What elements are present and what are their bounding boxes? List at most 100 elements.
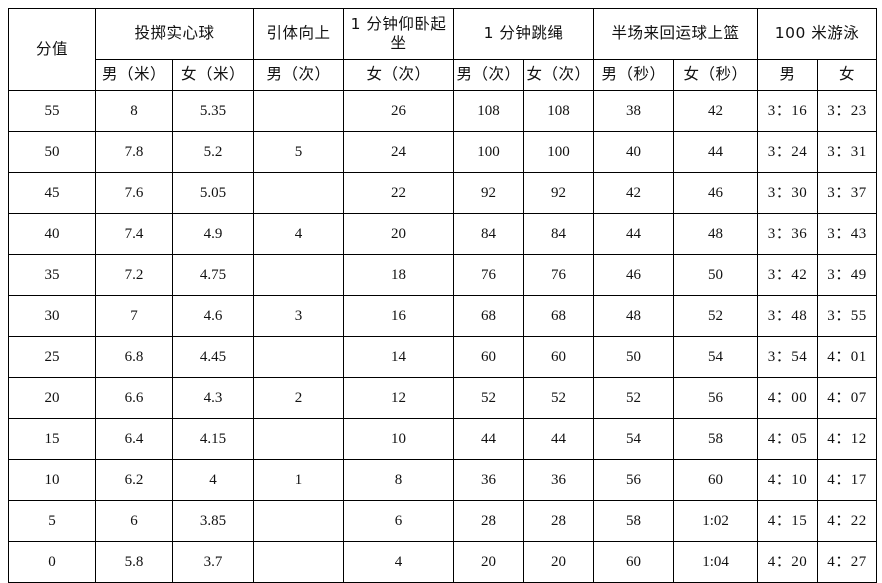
cell-score: 20	[8, 377, 96, 419]
cell-rope-male: 108	[453, 90, 525, 132]
cell-rope-male: 60	[453, 336, 525, 378]
cell-ball-male: 6	[95, 500, 173, 542]
cell-ball-female: 4.3	[171, 377, 255, 419]
cell-swim-male: 4：00	[757, 377, 819, 419]
cell-basketball-female: 46	[673, 172, 759, 214]
cell-rope-male: 92	[453, 172, 525, 214]
subheader-ball-female-meter: 女（米）	[171, 59, 255, 91]
cell-rope-male: 20	[453, 541, 525, 583]
cell-ball-female: 4.6	[171, 295, 255, 337]
cell-ball-female: 4.15	[171, 418, 255, 460]
cell-rope-female: 108	[523, 90, 595, 132]
cell-ball-female: 4.9	[171, 213, 255, 255]
cell-score: 50	[8, 131, 96, 173]
cell-swim-male: 3：16	[757, 90, 819, 132]
cell-ball-female: 4.45	[171, 336, 255, 378]
cell-swim-male: 3：48	[757, 295, 819, 337]
cell-basketball-male: 52	[593, 377, 675, 419]
cell-score: 35	[8, 254, 96, 296]
header-group-row: 分值 投掷实心球 引体向上 1 分钟仰卧起坐 1 分钟跳绳 半场来回运球上篮 1…	[8, 8, 878, 91]
cell-pullup-male: 2	[253, 377, 345, 419]
cell-ball-male: 8	[95, 90, 173, 132]
table-row: 10 6.2 4 1 8 36 36 56 60 4：10 4：17	[8, 459, 878, 501]
cell-basketball-female: 52	[673, 295, 759, 337]
cell-situp-female: 22	[343, 172, 455, 214]
cell-basketball-male: 54	[593, 418, 675, 460]
cell-swim-female: 4：27	[817, 541, 878, 583]
cell-ball-male: 7.6	[95, 172, 173, 214]
cell-basketball-male: 42	[593, 172, 675, 214]
cell-basketball-female: 1:02	[673, 500, 759, 542]
cell-ball-male: 6.6	[95, 377, 173, 419]
cell-basketball-female: 42	[673, 90, 759, 132]
cell-basketball-male: 40	[593, 131, 675, 173]
cell-pullup-male	[253, 500, 345, 542]
cell-situp-female: 18	[343, 254, 455, 296]
cell-swim-female: 4：01	[817, 336, 878, 378]
cell-swim-male: 4：05	[757, 418, 819, 460]
table-header: 分值 投掷实心球 引体向上 1 分钟仰卧起坐 1 分钟跳绳 半场来回运球上篮 1…	[8, 8, 878, 91]
subheader-situp-female-times: 女（次）	[343, 59, 455, 91]
cell-rope-male: 36	[453, 459, 525, 501]
cell-rope-male: 28	[453, 500, 525, 542]
header-solid-ball-throw: 投掷实心球	[94, 8, 255, 60]
subheader-pullup-male-times: 男（次）	[253, 59, 345, 91]
cell-swim-female: 3：23	[817, 90, 878, 132]
cell-pullup-male	[253, 336, 345, 378]
subheader-swim-male: 男	[757, 59, 819, 91]
cell-situp-female: 10	[343, 418, 455, 460]
cell-basketball-female: 50	[673, 254, 759, 296]
table-row: 5 6 3.85 6 28 28 58 1:02 4：15 4：22	[8, 500, 878, 542]
cell-rope-female: 52	[523, 377, 595, 419]
cell-pullup-male: 4	[253, 213, 345, 255]
cell-rope-female: 36	[523, 459, 595, 501]
cell-ball-female: 4.75	[171, 254, 255, 296]
cell-ball-male: 6.8	[95, 336, 173, 378]
cell-score: 55	[8, 90, 96, 132]
cell-basketball-male: 38	[593, 90, 675, 132]
cell-swim-male: 3：24	[757, 131, 819, 173]
cell-situp-female: 16	[343, 295, 455, 337]
cell-rope-male: 44	[453, 418, 525, 460]
cell-ball-female: 5.05	[171, 172, 255, 214]
cell-score: 10	[8, 459, 96, 501]
cell-basketball-female: 44	[673, 131, 759, 173]
cell-pullup-male: 5	[253, 131, 345, 173]
cell-basketball-female: 48	[673, 213, 759, 255]
cell-swim-female: 4：12	[817, 418, 878, 460]
cell-swim-male: 4：20	[757, 541, 819, 583]
table-row: 30 7 4.6 3 16 68 68 48 52 3：48 3：55	[8, 295, 878, 337]
cell-basketball-female: 54	[673, 336, 759, 378]
cell-swim-male: 3：36	[757, 213, 819, 255]
cell-situp-female: 14	[343, 336, 455, 378]
table-row: 25 6.8 4.45 14 60 60 50 54 3：54 4：01	[8, 336, 878, 378]
cell-rope-female: 100	[523, 131, 595, 173]
cell-basketball-male: 60	[593, 541, 675, 583]
header-one-minute-rope-skipping: 1 分钟跳绳	[453, 8, 595, 60]
cell-swim-male: 4：15	[757, 500, 819, 542]
cell-rope-male: 100	[453, 131, 525, 173]
cell-pullup-male	[253, 541, 345, 583]
cell-swim-female: 3：31	[817, 131, 878, 173]
cell-score: 25	[8, 336, 96, 378]
cell-rope-male: 52	[453, 377, 525, 419]
cell-swim-female: 3：49	[817, 254, 878, 296]
header-one-minute-sit-up: 1 分钟仰卧起坐	[343, 8, 455, 60]
table-row: 35 7.2 4.75 18 76 76 46 50 3：42 3：49	[8, 254, 878, 296]
header-hundred-meter-swimming: 100 米游泳	[757, 8, 878, 60]
cell-basketball-male: 50	[593, 336, 675, 378]
cell-ball-male: 7.8	[95, 131, 173, 173]
cell-ball-female: 5.35	[171, 90, 255, 132]
cell-swim-female: 3：43	[817, 213, 878, 255]
cell-ball-male: 6.2	[95, 459, 173, 501]
cell-rope-male: 68	[453, 295, 525, 337]
cell-basketball-male: 58	[593, 500, 675, 542]
cell-pullup-male	[253, 90, 345, 132]
cell-score: 5	[8, 500, 96, 542]
subheader-basketball-male-seconds: 男（秒）	[593, 59, 675, 91]
table-body: 55 8 5.35 26 108 108 38 42 3：16 3：23 50 7.8 5.2 5 24 10…	[8, 90, 878, 583]
cell-rope-female: 68	[523, 295, 595, 337]
cell-score: 15	[8, 418, 96, 460]
cell-rope-male: 84	[453, 213, 525, 255]
cell-ball-female: 4	[171, 459, 255, 501]
